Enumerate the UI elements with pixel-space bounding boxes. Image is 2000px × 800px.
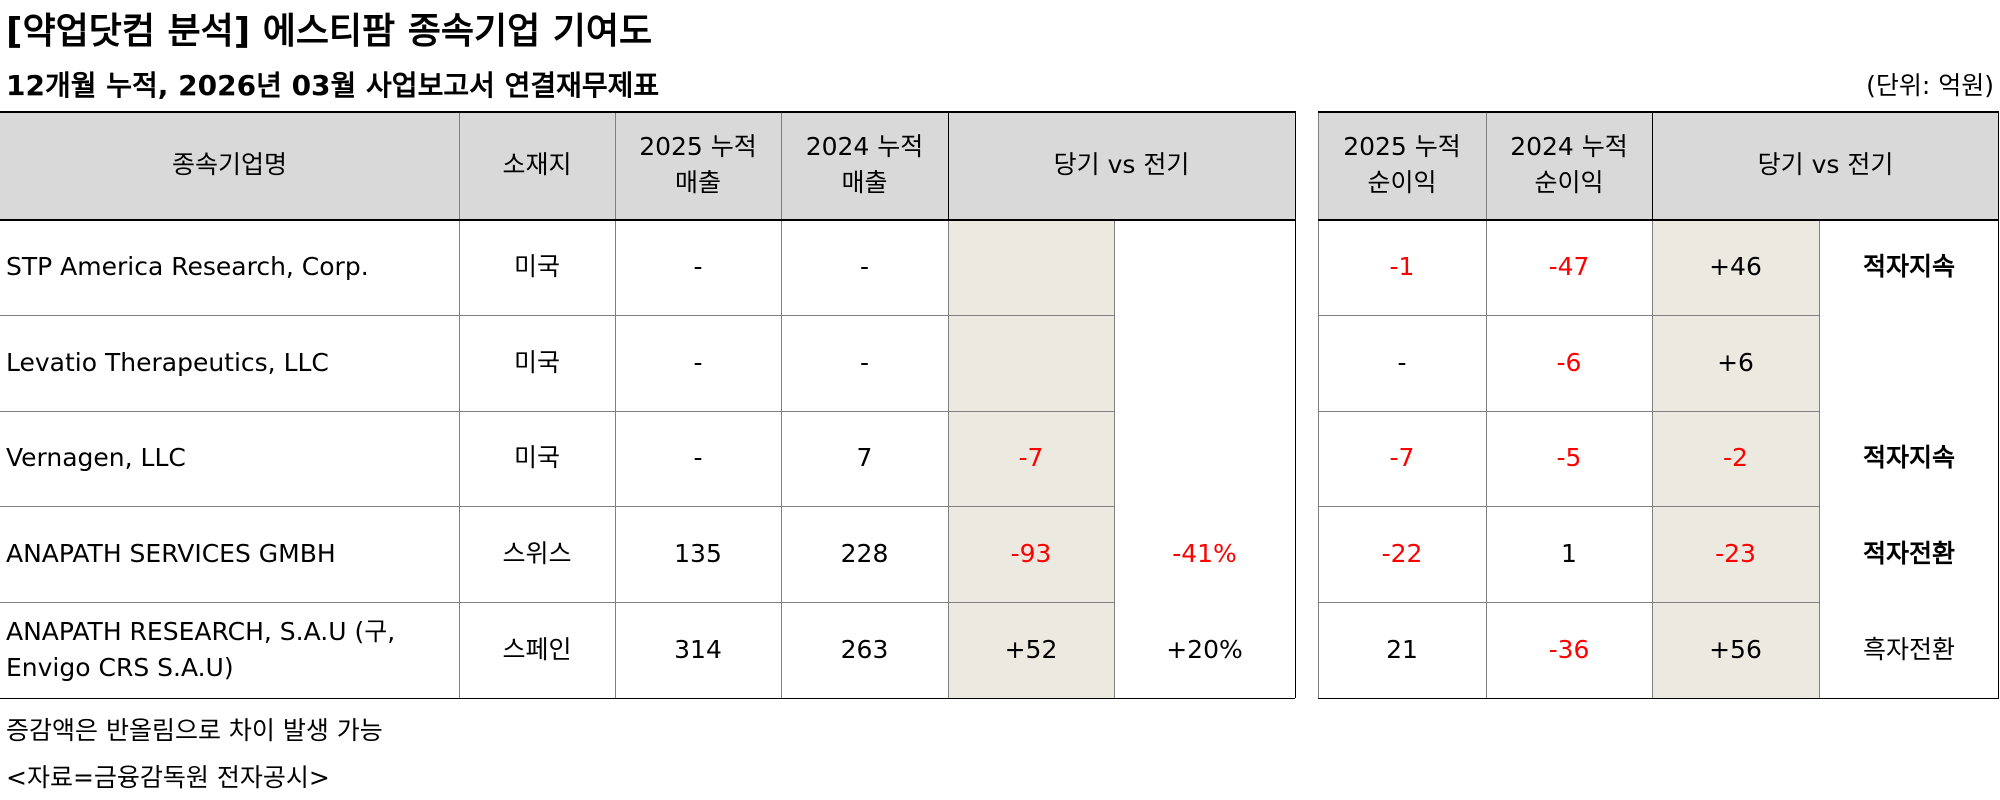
income-cell-ni_2024: -5 <box>1556 443 1582 473</box>
revenue-cell-pct: +20% <box>1166 634 1243 664</box>
income-cell-diff: +56 <box>1652 602 1819 698</box>
revenue-cell-name: Levatio Therapeutics, LLC <box>6 347 329 377</box>
revenue-cell-diff: -7 <box>948 410 1114 507</box>
revenue-cell-rev_2024: - <box>859 251 870 281</box>
grid-line <box>0 219 1295 221</box>
revenue-cell-location: 스위스 <box>502 539 572 569</box>
revenue-cell-rev_2024: 228 <box>840 539 889 569</box>
grid-line <box>1318 219 1999 221</box>
revenue-cell-diff <box>948 314 1114 411</box>
grid-line <box>1318 111 1319 698</box>
revenue-cell-pct: -41% <box>1172 539 1237 569</box>
revenue-cell-location: 미국 <box>513 443 560 473</box>
revenue-cell-diff: +52 <box>948 602 1114 698</box>
grid-line <box>1318 410 1819 412</box>
grid-line <box>1318 698 1999 699</box>
grid-line <box>1318 111 1999 113</box>
grid-line <box>0 111 1295 113</box>
income-cell-ni_2025: -1 <box>1389 251 1415 281</box>
header-company: 종속기업명 <box>0 111 459 219</box>
grid-line <box>0 602 1114 604</box>
grid-line <box>1486 111 1487 698</box>
header-revenue-2025: 2025 누적 매출 <box>615 111 781 219</box>
grid-line <box>459 111 460 698</box>
revenue-cell-name: ANAPATH RESEARCH, S.A.U (구, Envigo CRS S… <box>6 616 396 683</box>
grid-line <box>1652 111 1653 698</box>
unit-label: (단위: 억원) <box>1866 71 1994 100</box>
revenue-cell-location: 미국 <box>513 347 560 377</box>
income-cell-diff: +6 <box>1652 314 1819 411</box>
revenue-cell-name: ANAPATH SERVICES GMBH <box>6 539 336 569</box>
header-revenue-change: 당기 vs 전기 <box>948 111 1295 219</box>
income-cell-diff: +46 <box>1652 219 1819 315</box>
header-net-income-2025: 2025 누적 순이익 <box>1318 111 1486 219</box>
income-cell-ni_2025: -7 <box>1389 443 1415 473</box>
revenue-cell-rev_2025: 135 <box>674 539 722 569</box>
revenue-cell-location: 스페인 <box>502 634 572 664</box>
header-revenue-2024: 2024 누적 매출 <box>781 111 948 219</box>
page-subtitle: 12개월 누적, 2026년 03월 사업보고서 연결재무제표 <box>6 69 660 102</box>
income-cell-ni_2025: 21 <box>1386 634 1418 664</box>
grid-line <box>948 111 949 219</box>
footnote-rounding: 증감액은 반올림으로 차이 발생 가능 <box>6 716 383 745</box>
grid-line <box>1318 506 1819 508</box>
status-badge: 흑자전환 <box>1862 634 1955 664</box>
revenue-cell-rev_2025: - <box>693 347 703 377</box>
footnote-source: <자료=금융감독원 전자공시> <box>6 763 330 792</box>
revenue-cell-name: Vernagen, LLC <box>6 443 186 473</box>
revenue-cell-rev_2025: - <box>693 251 703 281</box>
grid-line <box>948 111 949 698</box>
revenue-cell-pct <box>1114 219 1295 315</box>
income-cell-ni_2024: 1 <box>1561 539 1577 569</box>
header-net-income-change: 당기 vs 전기 <box>1652 111 1999 219</box>
income-cell-diff: -2 <box>1652 410 1819 507</box>
income-cell-ni_2025: - <box>1397 347 1407 377</box>
grid-line <box>615 111 616 698</box>
grid-line <box>0 506 1114 508</box>
header-net-income-2024: 2024 누적 순이익 <box>1486 111 1652 219</box>
revenue-cell-diff: -93 <box>948 506 1114 603</box>
status-badge: 적자전환 <box>1862 539 1955 569</box>
revenue-cell-pct <box>1114 411 1295 507</box>
grid-line <box>1114 219 1115 698</box>
revenue-cell-location: 미국 <box>513 251 560 281</box>
grid-line <box>1295 111 1296 698</box>
income-cell-ni_2024: -47 <box>1548 251 1590 281</box>
grid-line <box>1318 602 1819 604</box>
revenue-cell-rev_2024: 263 <box>840 634 889 664</box>
grid-line <box>0 314 1114 316</box>
grid-line <box>1819 219 1820 698</box>
grid-line <box>1652 111 1653 219</box>
income-cell-diff: -23 <box>1652 506 1819 603</box>
grid-line <box>781 111 782 698</box>
revenue-cell-rev_2024: 7 <box>856 443 873 473</box>
grid-line <box>1318 314 1819 316</box>
revenue-cell-pct <box>1114 315 1295 411</box>
revenue-cell-name: STP America Research, Corp. <box>6 251 369 281</box>
revenue-cell-rev_2024: - <box>859 347 870 377</box>
revenue-cell-rev_2025: - <box>693 443 703 473</box>
grid-line <box>0 698 1295 699</box>
grid-line <box>1998 111 1999 698</box>
status-badge <box>1819 315 1999 411</box>
grid-line <box>0 410 1114 412</box>
status-badge: 적자지속 <box>1862 443 1955 473</box>
revenue-cell-diff <box>948 219 1114 315</box>
income-cell-ni_2025: -22 <box>1381 539 1423 569</box>
status-badge: 적자지속 <box>1862 251 1955 281</box>
income-cell-ni_2024: -6 <box>1556 347 1582 377</box>
page-title: [약업닷컴 분석] 에스티팜 종속기업 기여도 <box>6 11 653 52</box>
income-cell-ni_2024: -36 <box>1548 634 1590 664</box>
header-location: 소재지 <box>459 111 615 219</box>
revenue-cell-rev_2025: 314 <box>674 634 722 664</box>
